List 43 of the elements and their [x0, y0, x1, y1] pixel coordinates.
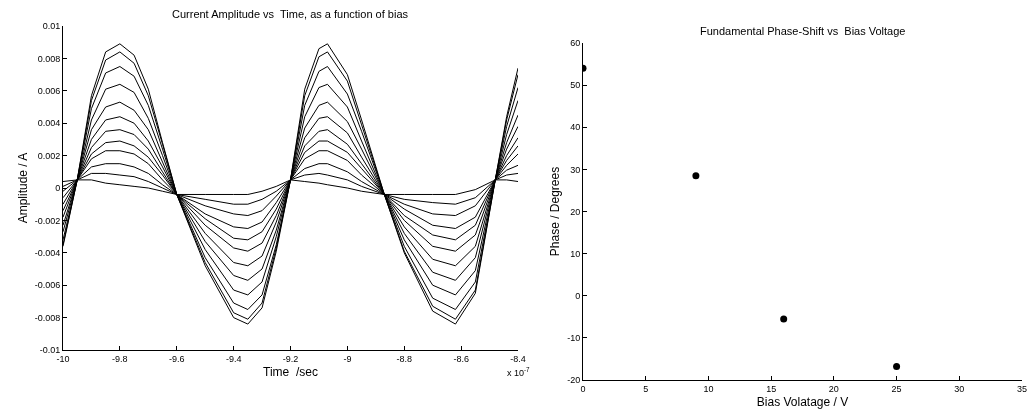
x-tick-label: -9.6 — [168, 353, 185, 364]
x-tick-label: -9 — [343, 353, 352, 364]
text: x 10$^{-7}$ — [507, 366, 531, 378]
x-tick-label: -9.4 — [225, 353, 242, 364]
y-tick-label: -0.004 — [34, 247, 61, 258]
y-tick-label: 0.002 — [37, 150, 61, 161]
y-tick-label: -20 — [567, 375, 581, 386]
x-tick-label: 25 — [891, 383, 902, 394]
y-tick-label: 50 — [570, 80, 581, 91]
y-axis-title: Amplitude / A — [15, 152, 30, 224]
y-tick-label: -0.01 — [39, 345, 61, 356]
y-tick-label: -0.008 — [34, 312, 61, 323]
x-tick-label: -8.8 — [396, 353, 413, 364]
chart-title: Fundamental Phase-Shift vs Bias Voltage — [700, 25, 906, 37]
x-tick-label: -10 — [56, 353, 70, 364]
x-tick-label: 15 — [766, 383, 777, 394]
y-tick-label: 20 — [570, 206, 581, 217]
x-tick-label: -9.2 — [282, 353, 299, 364]
y-tick-label: 40 — [570, 122, 581, 133]
y-tick-label: 0 — [575, 290, 581, 301]
y-tick-label: 0.004 — [37, 118, 61, 129]
y-tick-label: -10 — [567, 333, 581, 344]
chart-title: Current Amplitude vs Time, as a function of bias — [172, 8, 409, 20]
y-tick-label: -0.002 — [34, 215, 61, 226]
x-tick-label: 20 — [828, 383, 839, 394]
y-tick-label: -0.006 — [34, 280, 61, 291]
y-tick-label: 0.008 — [37, 53, 61, 64]
x-tick-label: 5 — [643, 383, 649, 394]
y-tick-label: 60 — [570, 38, 581, 49]
x-axis-title: Bias Volatage / V — [756, 394, 849, 409]
x-tick-label: 30 — [954, 383, 965, 394]
y-tick-label: 10 — [570, 248, 581, 259]
x-tick-label: -8.4 — [510, 353, 526, 364]
y-axis-title: Phase / Degrees — [548, 166, 563, 257]
x-axis-title: Time /sec — [263, 364, 318, 379]
y-tick-label: 0.006 — [37, 85, 61, 96]
x-tick-label: 35 — [1016, 383, 1028, 394]
x-tick-label: 10 — [703, 383, 714, 394]
y-tick-label: 30 — [570, 164, 581, 175]
y-tick-label: 0.01 — [42, 21, 61, 32]
y-tick-label: 0 — [55, 183, 61, 194]
x-tick-label: -9.8 — [112, 353, 128, 364]
x-tick-label: -8.6 — [453, 353, 469, 364]
